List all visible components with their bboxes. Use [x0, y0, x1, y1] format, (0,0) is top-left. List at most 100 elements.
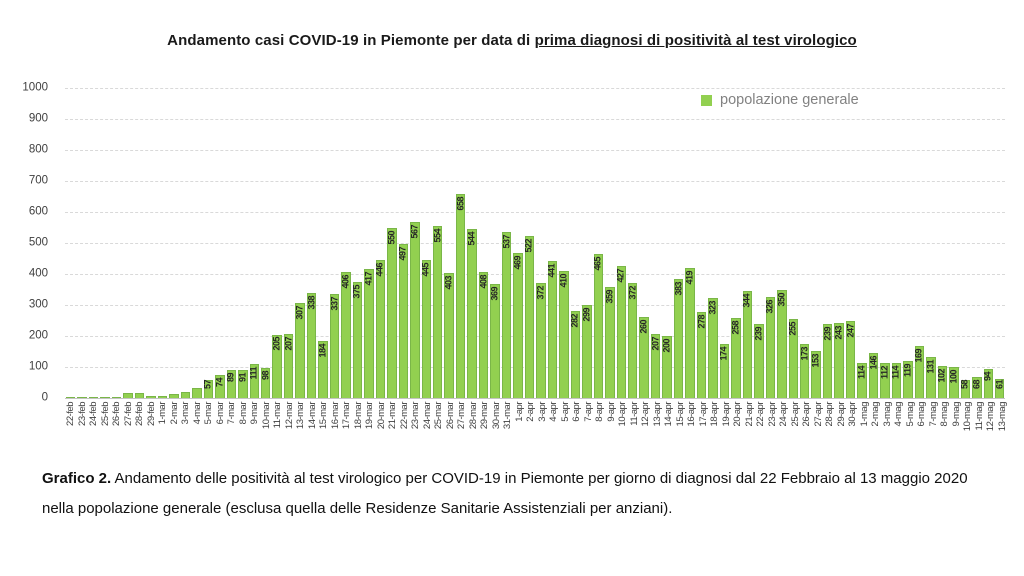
x-tick-label: 10-apr: [617, 402, 628, 427]
x-tick-label: 29-mar: [479, 402, 490, 430]
bar: [180, 391, 191, 398]
bar-value-label: 207: [283, 336, 294, 351]
gridline: [65, 212, 1005, 213]
bar-value-label: 307: [294, 305, 305, 320]
bar-value-label: 153: [810, 353, 821, 368]
x-tick: 19-apr: [721, 402, 732, 462]
gridline: [65, 181, 1005, 182]
x-tick-label: 6-apr: [571, 402, 582, 422]
x-tick-label: 12-apr: [640, 402, 651, 427]
bar-slot: 112: [880, 88, 890, 398]
x-tick: 13-apr: [652, 402, 663, 462]
bar-value-label: 299: [581, 308, 592, 322]
bar-slot: 326: [765, 88, 776, 398]
x-tick-label: 25-feb: [99, 402, 111, 426]
x-tick-label: 27-apr: [812, 402, 824, 427]
bar-slot: 658: [455, 88, 466, 398]
bar-slot: 567: [409, 88, 420, 398]
bar-slot: [77, 88, 87, 398]
bar-value-label: 100: [948, 370, 959, 384]
x-tick: 6-mag: [916, 402, 927, 462]
bar: [157, 396, 168, 398]
x-tick-label: 28-mar: [467, 402, 479, 430]
gridline: [65, 398, 1005, 399]
bar: [215, 375, 225, 398]
x-tick-label: 4-mag: [893, 402, 904, 427]
bar-value-label: 258: [730, 321, 741, 335]
bar: [994, 379, 1005, 398]
bar: [582, 305, 592, 398]
bar: [66, 397, 76, 398]
y-axis: 0 100 200 300 400 500 600 700 800 900 1000: [0, 82, 56, 403]
bar: [845, 321, 856, 398]
bar-value-label: 94: [982, 371, 993, 381]
bar: [777, 289, 787, 398]
x-tick-label: 8-mar: [237, 402, 249, 425]
bar-slot: 497: [397, 88, 409, 398]
bar-value-label: 74: [214, 378, 225, 388]
bar: [960, 380, 971, 398]
y-tick-label: 500: [28, 236, 48, 249]
bar-value-label: 173: [799, 347, 810, 361]
x-tick: 14-apr: [663, 402, 674, 462]
x-tick: 6-mar: [215, 402, 226, 462]
bar-slot: 299: [581, 88, 592, 398]
bar: [593, 253, 604, 398]
x-tick-label: 13-mag: [996, 402, 1008, 432]
x-tick: 24-apr: [778, 402, 789, 462]
bar-value-label: 497: [397, 246, 408, 261]
legend-swatch-icon: [701, 94, 712, 106]
bar-slot: 174: [719, 88, 730, 398]
x-tick-label: 14-mar: [306, 402, 318, 430]
x-tick-label: 16-mar: [329, 402, 341, 430]
x-tick: 5-mar: [203, 402, 214, 462]
bar-slot: 258: [730, 88, 741, 398]
gridline: [65, 88, 1005, 89]
bar-value-label: 260: [638, 320, 649, 334]
bar-value-label: 544: [466, 232, 477, 246]
x-tick: 13-mar: [295, 402, 306, 462]
bar-value-label: 184: [317, 344, 328, 358]
bar-value-label: 403: [443, 276, 454, 290]
x-tick-label: 1-apr: [513, 402, 525, 422]
bar-value-label: 372: [535, 285, 546, 300]
bar-slot: 372: [627, 88, 638, 398]
x-tick-label: 28-feb: [134, 402, 145, 426]
bar: [616, 265, 626, 398]
y-tick-label: 0: [41, 391, 48, 404]
x-tick: 2-mag: [870, 402, 881, 462]
x-tick: 29-apr: [836, 402, 847, 462]
x-tick: 27-feb: [123, 402, 134, 462]
bar: [605, 286, 615, 398]
x-tick: 22-feb: [65, 402, 76, 462]
bar-value-label: 537: [501, 234, 512, 249]
bar-slot: [180, 88, 191, 398]
bar: [788, 319, 798, 398]
x-tick-label: 5-mag: [904, 402, 916, 427]
bar: [685, 268, 695, 398]
x-tick: 23-mar: [410, 402, 421, 462]
x-tick: 27-mar: [456, 402, 467, 462]
bar-value-label: 567: [409, 225, 420, 239]
bar-slot: 239: [822, 88, 833, 398]
bar: [811, 350, 821, 398]
x-tick-label: 29-feb: [145, 402, 157, 426]
bar: [972, 376, 982, 398]
bar: [490, 283, 500, 398]
bar: [868, 352, 879, 398]
bar-value-label: 410: [558, 273, 569, 288]
x-tick-label: 28-apr: [824, 402, 835, 427]
bar: [834, 322, 844, 398]
x-tick-label: 16-apr: [686, 402, 697, 427]
x-tick: 4-mag: [893, 402, 904, 462]
x-tick: 26-feb: [111, 402, 122, 462]
x-tick-label: 24-feb: [88, 402, 99, 426]
bar: [226, 370, 237, 398]
bar-slot: 91: [237, 88, 248, 398]
x-tick: 7-mag: [928, 402, 939, 462]
bar: [501, 231, 512, 398]
bar-value-label: 61: [994, 380, 1005, 390]
x-tick: 28-mar: [467, 402, 479, 462]
x-tick: 11-apr: [629, 402, 640, 462]
